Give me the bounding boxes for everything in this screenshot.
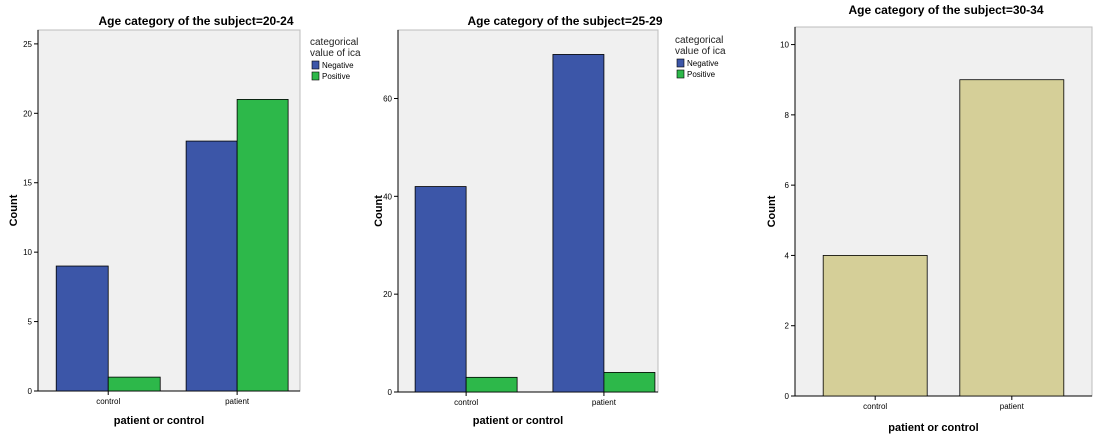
bar-patient-positive bbox=[603, 372, 656, 393]
legend-entry-negative: Negative bbox=[322, 61, 354, 70]
chart-title: Age category of the subject=25-29 bbox=[467, 14, 662, 28]
chart-title: Age category of the subject=30-34 bbox=[848, 3, 1043, 17]
legend-title-line: categorical bbox=[310, 37, 358, 48]
y-axis-label: Count bbox=[766, 195, 778, 227]
bar-patient bbox=[959, 79, 1065, 397]
x-axis-label: patient or control bbox=[473, 415, 563, 427]
legend-title-line: value of ica bbox=[310, 48, 361, 59]
legend-entry-positive: Positive bbox=[322, 72, 351, 81]
x-tick-label: control bbox=[96, 397, 120, 406]
x-tick-label: patient bbox=[1000, 402, 1025, 411]
y-tick-label: 0 bbox=[388, 388, 393, 397]
legend-title: categorical value of ica bbox=[310, 37, 361, 59]
legend: categorical value of ica Negative Positive bbox=[675, 35, 726, 79]
x-tick-label: patient bbox=[592, 398, 617, 407]
y-tick-label: 4 bbox=[785, 251, 790, 260]
legend-swatch-positive bbox=[676, 69, 685, 79]
bar-patient-positive bbox=[236, 99, 289, 392]
bar-patient-negative bbox=[185, 140, 238, 392]
y-tick-label: 6 bbox=[785, 181, 790, 190]
x-tick-label: control bbox=[863, 402, 887, 411]
legend-title-line: value of ica bbox=[675, 46, 726, 57]
y-tick-label: 40 bbox=[383, 192, 392, 201]
x-tick-label: control bbox=[454, 398, 478, 407]
chart-1: 0 5 10 15 20 25 control patient Age category of … bbox=[8, 14, 361, 427]
legend-swatch-negative bbox=[676, 58, 685, 68]
y-tick-label: 10 bbox=[23, 248, 32, 257]
legend-title: categorical value of ica bbox=[675, 35, 726, 57]
legend-entry-positive: Positive bbox=[687, 70, 716, 79]
y-tick-label: 20 bbox=[383, 290, 392, 299]
y-tick-label: 5 bbox=[28, 318, 33, 327]
y-axis-label: Count bbox=[8, 194, 20, 226]
bar-control-negative bbox=[55, 265, 109, 392]
legend-entry-negative: Negative bbox=[687, 59, 719, 68]
legend-title-line: categorical bbox=[675, 35, 723, 46]
y-tick-label: 2 bbox=[785, 322, 790, 331]
y-tick-label: 25 bbox=[23, 40, 32, 49]
y-tick-label: 0 bbox=[28, 387, 33, 396]
legend: categorical value of ica Negative Positive bbox=[310, 37, 361, 81]
bar-patient-negative bbox=[552, 54, 605, 393]
chart-title: Age category of the subject=20-24 bbox=[98, 14, 293, 28]
y-tick-label: 0 bbox=[785, 392, 790, 401]
y-tick-label: 10 bbox=[780, 41, 789, 50]
chart-2: 0 20 40 60 control patient Age category of the… bbox=[373, 14, 726, 427]
bar-control-negative bbox=[414, 186, 467, 393]
bar-control bbox=[822, 255, 928, 397]
y-tick-label: 8 bbox=[785, 111, 790, 120]
legend-swatch-negative bbox=[311, 60, 320, 70]
y-axis-label: Count bbox=[373, 195, 385, 227]
x-axis-label: patient or control bbox=[114, 415, 204, 427]
y-tick-label: 60 bbox=[383, 94, 392, 103]
bar-control-positive bbox=[465, 376, 518, 393]
legend-swatch-positive bbox=[311, 71, 320, 81]
bar-control-positive bbox=[107, 376, 161, 392]
x-axis-label: patient or control bbox=[888, 422, 978, 434]
chart-3: 0 2 4 6 8 10 control patient Age category of the… bbox=[766, 3, 1093, 434]
y-tick-label: 15 bbox=[23, 179, 32, 188]
y-tick-label: 20 bbox=[23, 109, 32, 118]
x-tick-label: patient bbox=[225, 397, 250, 406]
